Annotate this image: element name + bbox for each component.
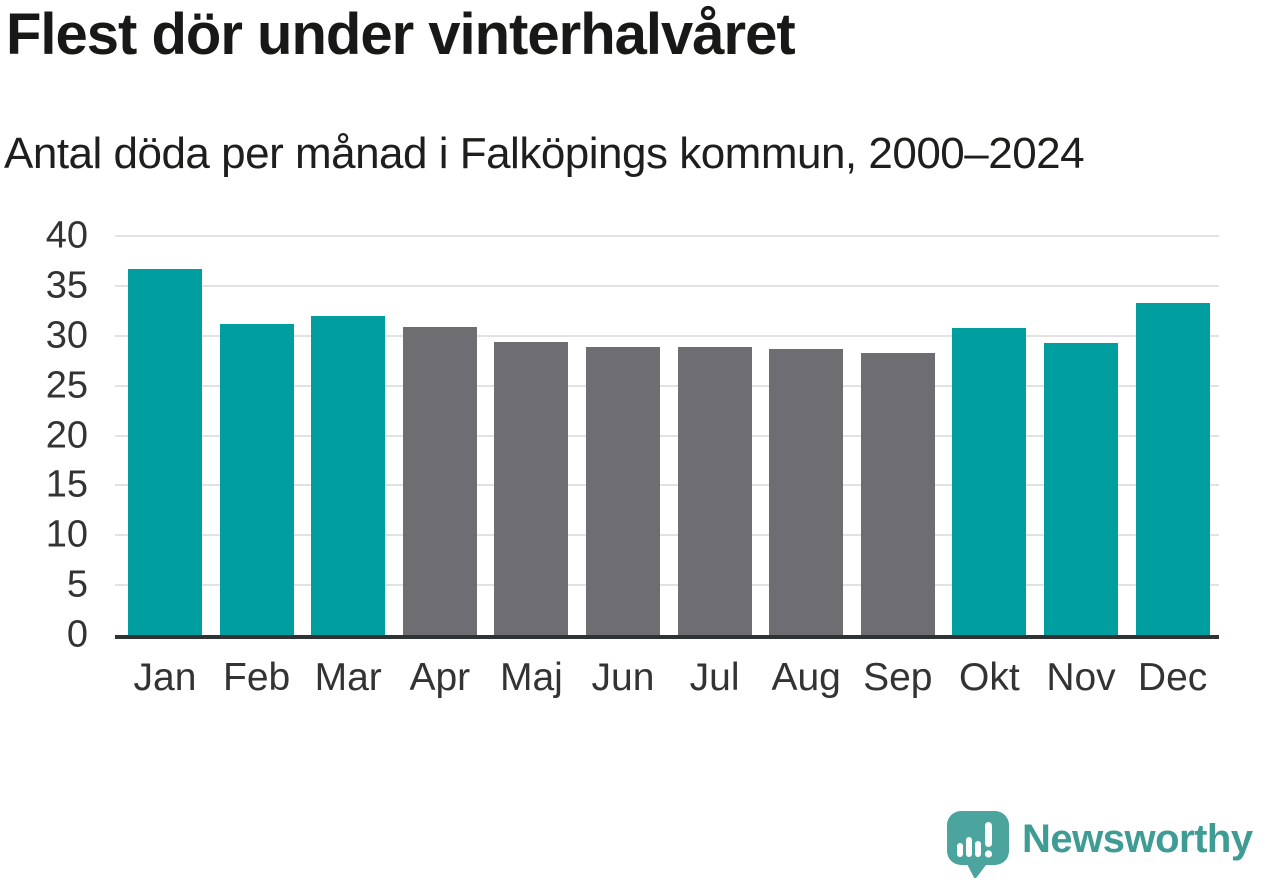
gridline-30 <box>115 334 1219 337</box>
logo-exclamation-bar <box>985 822 992 847</box>
bar-sep <box>860 352 935 635</box>
x-axis-month-labels: Jan Feb Mar Apr Maj Jun Jul Aug Sep Okt Nov Dec <box>115 656 1219 708</box>
bar-jun <box>586 346 660 635</box>
y-tick-label-25: 25 <box>45 364 88 407</box>
bar-apr <box>402 326 477 635</box>
bar-nov <box>1044 342 1118 635</box>
y-tick-label-0: 0 <box>66 613 88 656</box>
logo-bar-3 <box>975 841 981 857</box>
plot-area <box>115 235 1219 639</box>
x-label-maj: Maj <box>499 656 563 699</box>
y-tick-label-40: 40 <box>45 214 88 257</box>
y-tick-label-10: 10 <box>45 513 88 556</box>
gridline-35 <box>115 284 1219 287</box>
newsworthy-logo-icon <box>947 811 1009 878</box>
chart-title: Flest dör under vinterhalvåret <box>6 2 796 67</box>
logo-bar-1 <box>957 843 963 857</box>
gridline-25 <box>115 384 1219 387</box>
x-label-sep: Sep <box>863 656 933 699</box>
x-label-mar: Mar <box>314 656 382 699</box>
y-tick-label-15: 15 <box>45 463 88 506</box>
newsworthy-logo: Newsworthy <box>946 810 1253 878</box>
x-label-dec: Dec <box>1137 656 1208 699</box>
logo-bar-2 <box>966 837 972 857</box>
bar-dec <box>1135 302 1210 635</box>
y-tick-label-30: 30 <box>45 314 88 357</box>
bar-jan <box>128 268 202 635</box>
gridline-10 <box>115 534 1219 537</box>
gridline-20 <box>115 434 1219 437</box>
x-label-jul: Jul <box>689 656 740 699</box>
bar-jul <box>677 346 752 635</box>
x-label-jan: Jan <box>133 656 197 699</box>
x-label-nov: Nov <box>1046 656 1116 699</box>
logo-exclamation-dot <box>984 850 993 858</box>
bar-maj <box>494 341 569 635</box>
y-tick-label-35: 35 <box>45 264 88 307</box>
newsworthy-logo-text: Newsworthy <box>1022 817 1253 861</box>
bar-feb <box>219 323 294 635</box>
x-label-jun: Jun <box>591 656 655 699</box>
bar-aug <box>769 348 844 635</box>
gridline-5 <box>115 584 1219 587</box>
gridline-40 <box>115 235 1219 237</box>
chart-subtitle: Antal döda per månad i Falköpings kommun… <box>4 129 1085 178</box>
y-tick-label-5: 5 <box>66 563 88 606</box>
y-axis-tick-labels: 0 5 10 15 20 25 30 35 40 <box>0 215 88 656</box>
x-label-apr: Apr <box>409 656 471 699</box>
bar-mar <box>311 315 386 635</box>
x-label-feb: Feb <box>222 656 291 699</box>
gridline-15 <box>115 484 1219 487</box>
x-label-aug: Aug <box>771 656 841 699</box>
x-label-okt: Okt <box>959 656 1020 699</box>
y-tick-label-20: 20 <box>45 414 88 456</box>
bar-okt <box>952 327 1027 635</box>
